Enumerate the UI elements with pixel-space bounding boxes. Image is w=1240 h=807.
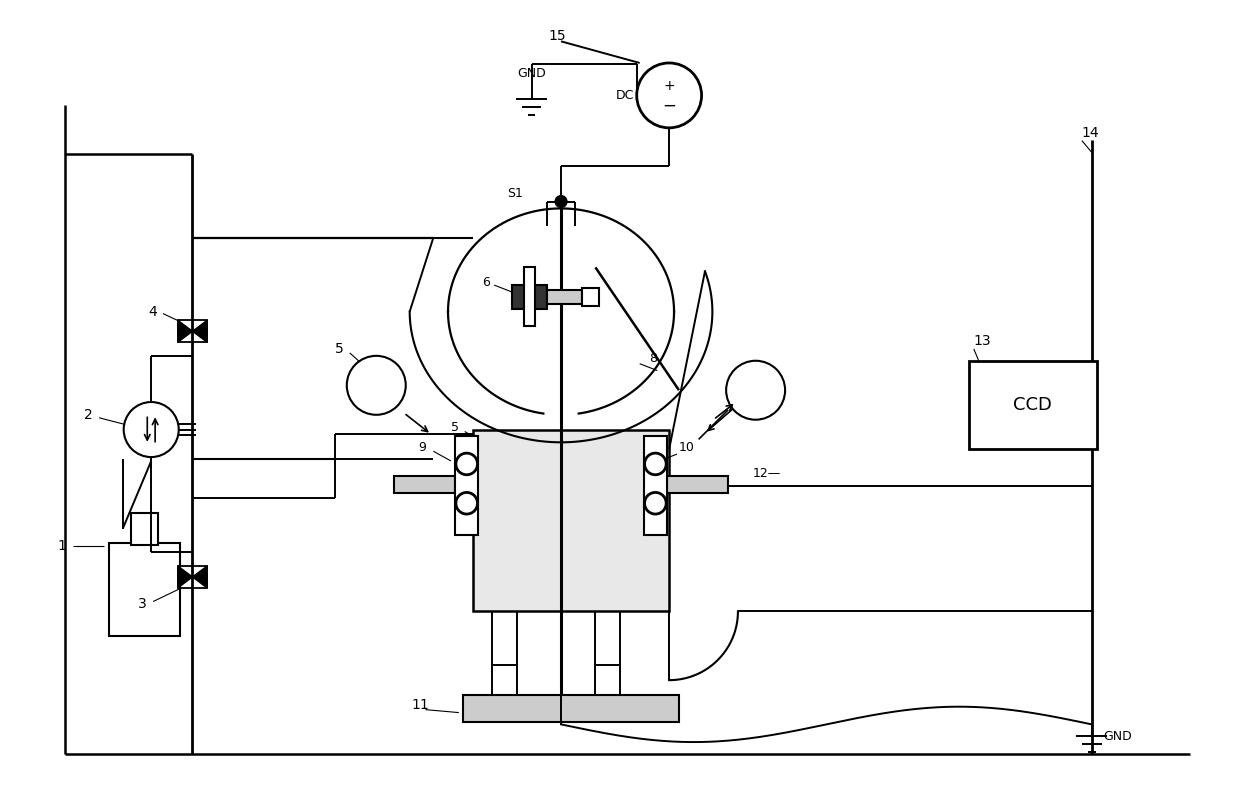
Circle shape xyxy=(456,454,477,475)
Circle shape xyxy=(645,492,666,514)
Circle shape xyxy=(645,454,666,475)
Circle shape xyxy=(556,195,567,207)
Circle shape xyxy=(727,361,785,420)
Text: 8: 8 xyxy=(650,353,657,366)
Bar xyxy=(968,361,1096,449)
Bar xyxy=(463,695,680,722)
Circle shape xyxy=(124,402,179,457)
Text: 12—: 12— xyxy=(753,467,781,480)
Bar xyxy=(130,513,157,545)
Text: GND: GND xyxy=(1104,730,1132,742)
Text: 13: 13 xyxy=(973,334,992,348)
Bar xyxy=(177,320,207,342)
Text: GND: GND xyxy=(517,67,546,80)
Bar xyxy=(394,476,455,493)
Text: 6: 6 xyxy=(482,276,490,289)
Polygon shape xyxy=(177,566,192,588)
Bar xyxy=(177,566,207,588)
Polygon shape xyxy=(192,320,207,342)
Circle shape xyxy=(636,63,702,128)
Text: −: − xyxy=(662,96,676,115)
Text: 14: 14 xyxy=(1083,126,1100,140)
Bar xyxy=(547,290,582,303)
Bar xyxy=(512,285,547,308)
Text: 3: 3 xyxy=(139,597,148,612)
Polygon shape xyxy=(192,566,207,588)
Polygon shape xyxy=(177,320,192,342)
Bar xyxy=(667,476,728,493)
Text: +: + xyxy=(663,78,675,93)
Bar xyxy=(644,437,667,535)
Text: 4: 4 xyxy=(149,304,157,319)
Text: CCD: CCD xyxy=(1013,396,1053,414)
Text: 5: 5 xyxy=(451,421,459,434)
Text: 1: 1 xyxy=(58,538,67,553)
Text: 2: 2 xyxy=(84,408,93,422)
Circle shape xyxy=(347,356,405,415)
Bar xyxy=(109,542,180,636)
Text: 11: 11 xyxy=(412,698,429,712)
Text: DC: DC xyxy=(615,89,634,102)
Text: S1: S1 xyxy=(507,187,523,200)
Circle shape xyxy=(456,492,477,514)
Text: 15: 15 xyxy=(548,29,565,44)
Bar xyxy=(523,267,536,326)
Text: 5: 5 xyxy=(335,342,343,356)
Text: 9: 9 xyxy=(419,441,427,454)
Bar xyxy=(472,429,670,612)
Bar xyxy=(455,437,479,535)
Text: 10: 10 xyxy=(680,441,694,454)
Bar xyxy=(582,288,599,306)
